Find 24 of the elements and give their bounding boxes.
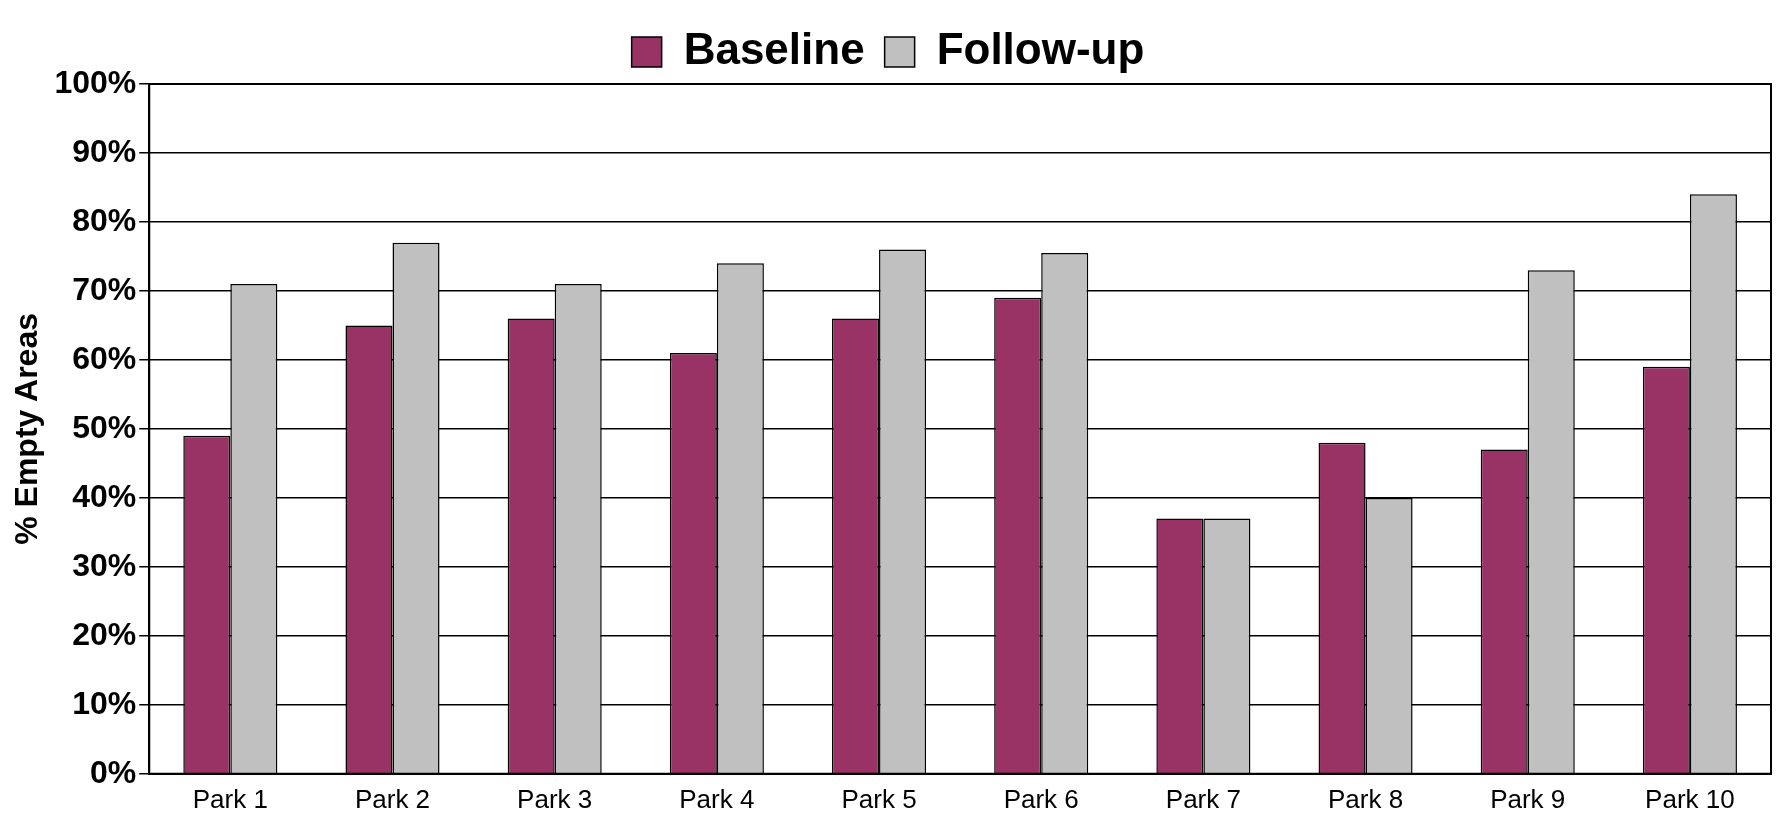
- y-tick-label: 0%: [89, 753, 137, 790]
- y-tick-label: 40%: [72, 477, 137, 514]
- x-tick-label: Park 3: [517, 783, 593, 814]
- y-tick-label: 50%: [72, 408, 137, 445]
- x-tick-label: Park 4: [679, 783, 755, 814]
- y-tick-label: 90%: [72, 132, 137, 169]
- x-tick-label: Park 5: [841, 783, 917, 814]
- y-tick-label: 100%: [54, 63, 137, 100]
- y-tick-label: 10%: [72, 684, 137, 721]
- y-tick-label: 30%: [72, 546, 137, 583]
- legend-label: Baseline: [683, 24, 865, 74]
- x-tick-label: Park 2: [354, 783, 431, 814]
- x-tick-label: Park 8: [1327, 783, 1404, 814]
- y-tick-label: 20%: [72, 615, 137, 652]
- x-tick-label: Park 6: [1003, 783, 1079, 814]
- x-tick-label: Park 7: [1165, 783, 1241, 814]
- x-tick-label: Park 10: [1645, 783, 1735, 814]
- y-tick-label: 70%: [72, 270, 137, 307]
- x-tick-label: Park 1: [192, 783, 268, 814]
- y-axis-title: % Empty Areas: [8, 313, 45, 545]
- y-tick-label: 80%: [72, 201, 137, 238]
- x-tick-label: Park 9: [1490, 783, 1566, 814]
- legend-label: Follow-up: [936, 24, 1145, 74]
- y-tick-label: 60%: [72, 339, 137, 376]
